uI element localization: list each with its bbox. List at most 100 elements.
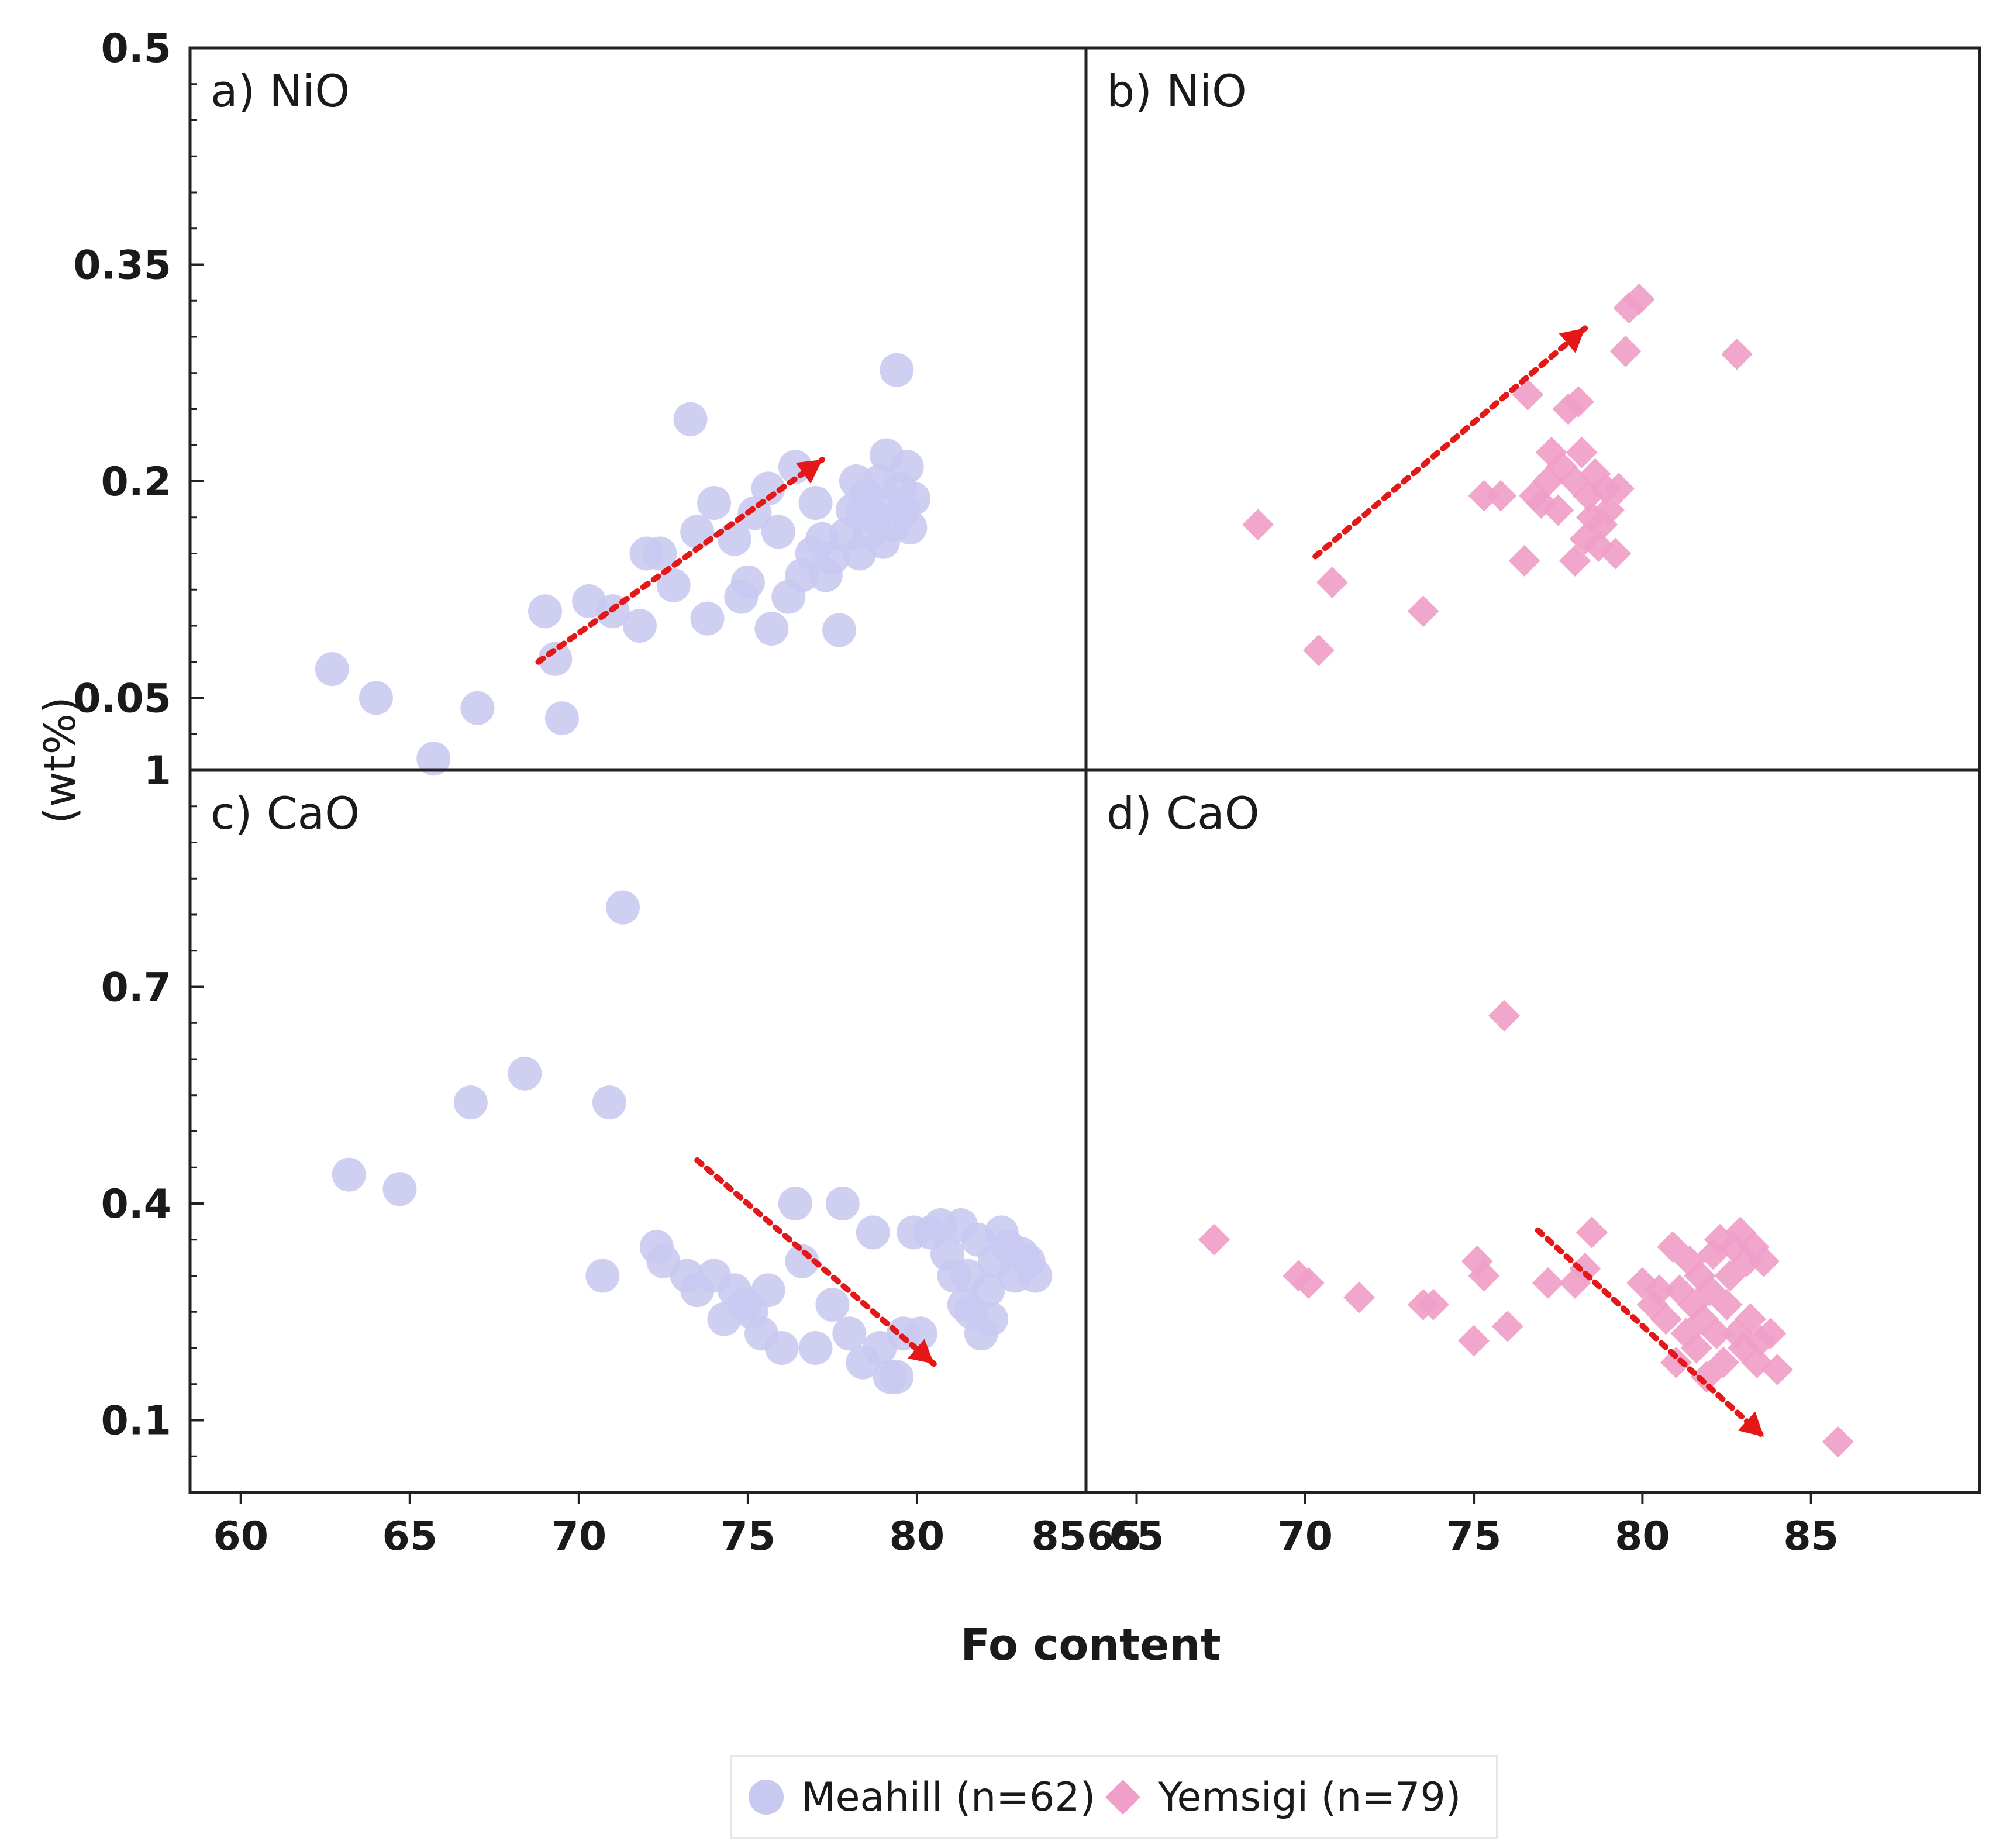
point-b-2	[1316, 566, 1348, 598]
point-d-45	[1747, 1245, 1780, 1277]
point-b-3	[1407, 595, 1439, 628]
point-c-29	[880, 1360, 914, 1394]
x-tick-label-left-1: 65	[382, 1513, 437, 1560]
trend-arrowhead-d	[1738, 1411, 1764, 1437]
trend-arrowhead-c	[908, 1339, 934, 1364]
point-b-26	[1592, 494, 1625, 526]
point-b-28	[1603, 473, 1635, 505]
y-tick-label-bottom-0: 1	[144, 748, 171, 794]
trend-arrowhead-a	[795, 459, 823, 484]
point-a-15	[690, 601, 725, 636]
point-a-32	[822, 613, 856, 647]
point-a-11	[643, 536, 677, 571]
x-tick-label-right-3: 80	[1615, 1513, 1670, 1560]
point-a-23	[761, 515, 795, 549]
point-d-47	[1761, 1354, 1794, 1386]
point-b-27	[1599, 537, 1632, 570]
legend-marker-yemsigi	[1105, 1780, 1140, 1815]
panels-layer: a) NiO b) NiO c) CaO d) CaO	[211, 65, 1854, 1458]
point-d-48	[1822, 1426, 1854, 1458]
trend-line-a	[535, 456, 826, 665]
point-a-4	[528, 594, 563, 629]
panel-label-a: a) NiO	[211, 65, 350, 117]
point-b-29	[1609, 335, 1642, 367]
point-d-41	[1734, 1303, 1766, 1335]
trend-arrowhead-b	[1559, 328, 1585, 353]
point-a-19	[730, 565, 765, 599]
trend-line-c	[694, 1157, 937, 1367]
point-b-18	[1566, 436, 1598, 468]
point-d-0	[1198, 1223, 1230, 1256]
panel-label-c: c) CaO	[211, 787, 360, 839]
point-b-6	[1508, 544, 1540, 577]
point-c-17	[751, 1273, 785, 1308]
point-c-21	[798, 1331, 833, 1365]
legend-label-yemsigi: Yemsigi (n=79)	[1157, 1774, 1461, 1821]
y-tick-label-top-1: 0.35	[73, 243, 171, 289]
x-tick-label-left-0: 60	[213, 1513, 268, 1560]
point-c-5	[592, 1085, 626, 1120]
x-tick-label-left-4: 80	[890, 1513, 945, 1560]
point-d-17	[1643, 1274, 1676, 1306]
point-c-2	[453, 1085, 488, 1120]
y-axis-title: (wt%)	[35, 697, 85, 824]
y-tick-label-top-0: 0.5	[101, 26, 171, 72]
point-d-14	[1576, 1216, 1608, 1249]
point-d-33	[1707, 1346, 1739, 1378]
point-c-1	[382, 1172, 417, 1206]
point-b-17	[1562, 386, 1594, 418]
point-d-46	[1754, 1318, 1787, 1350]
point-d-20	[1660, 1346, 1692, 1378]
point-a-13	[673, 402, 708, 436]
point-c-49	[1018, 1259, 1053, 1293]
panel-c: c) CaO	[211, 787, 1053, 1394]
point-b-12	[1542, 494, 1574, 526]
point-a-17	[717, 522, 751, 556]
point-a-12	[656, 568, 691, 602]
point-d-6	[1458, 1325, 1490, 1357]
point-a-49	[897, 481, 931, 516]
point-a-48	[893, 511, 928, 545]
point-a-28	[798, 486, 833, 520]
x-tick-label-right-1: 70	[1277, 1513, 1333, 1560]
y-tick-label-top-2: 0.2	[101, 459, 171, 505]
x-tick-label-right-4: 85	[1783, 1513, 1839, 1560]
x-tick-label-left-2: 70	[551, 1513, 607, 1560]
tick-layer: 0.5 0.35 0.2 0.05 1 0.7 0.4 0.1 60 65 70 75 80 65 70 75…	[73, 26, 1839, 1560]
point-d-9	[1488, 999, 1520, 1032]
point-c-50	[974, 1302, 1009, 1336]
point-a-6	[544, 701, 579, 736]
legend: Meahill (n=62) Yemsigi (n=79)	[730, 1755, 1498, 1839]
point-d-34	[1711, 1288, 1743, 1321]
point-b-4	[1468, 480, 1500, 512]
point-d-8	[1468, 1260, 1500, 1292]
x-tick-shared: 8565	[1031, 1513, 1142, 1560]
trend-line-d	[1535, 1227, 1767, 1440]
panel-label-b: b) NiO	[1106, 65, 1247, 117]
y-tick-label-bottom-1: 0.7	[101, 965, 171, 1011]
panel-a: a) NiO	[211, 65, 931, 776]
point-a-22	[754, 611, 789, 646]
legend-label-meahill: Meahill (n=62)	[801, 1774, 1095, 1821]
point-b-32	[1721, 338, 1753, 370]
y-tick-label-bottom-2: 0.4	[101, 1181, 171, 1228]
point-b-5	[1485, 480, 1517, 512]
y-tick-label-top-3: 0.05	[73, 676, 171, 722]
point-a-5	[538, 642, 573, 676]
point-c-51	[947, 1287, 981, 1322]
x-tick-label-right-0: 65	[1109, 1513, 1164, 1560]
point-c-3	[508, 1056, 542, 1091]
point-d-13	[1569, 1253, 1601, 1285]
point-a-51	[846, 493, 880, 527]
panel-b: b) NiO	[1106, 65, 1753, 666]
point-b-16	[1559, 544, 1591, 577]
point-c-6	[605, 890, 640, 925]
point-d-25	[1680, 1332, 1712, 1364]
point-d-11	[1532, 1267, 1564, 1299]
x-axis-title: Fo content	[960, 1620, 1221, 1670]
point-a-0	[315, 652, 349, 687]
point-a-2	[416, 742, 451, 776]
point-b-31	[1623, 283, 1655, 315]
point-c-24	[832, 1316, 867, 1351]
